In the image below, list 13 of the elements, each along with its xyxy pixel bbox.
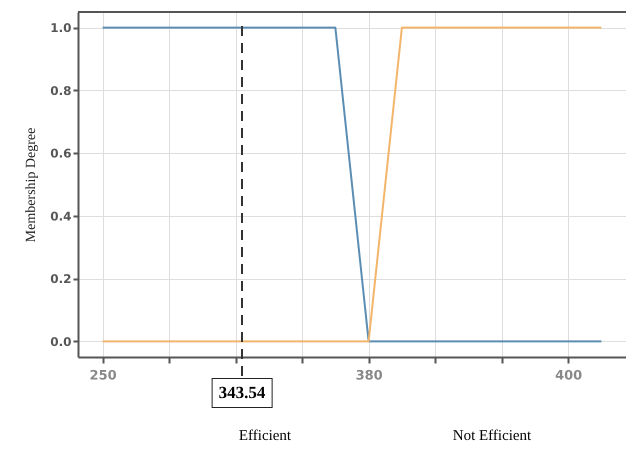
text: Efficient [238, 428, 292, 445]
y-tick-label: 0.6 [50, 146, 72, 161]
x-tick-label: 250 [90, 368, 117, 384]
x-tick-label: 400 [555, 368, 582, 384]
text: 343.54 [212, 378, 272, 408]
text: Not Efficient [452, 428, 532, 445]
y-axis-title: Membership Degree [24, 128, 40, 242]
y-tick-label: 0.0 [50, 334, 72, 349]
x-tick-label: 380 [356, 368, 383, 384]
y-tick-label: 0.8 [50, 84, 72, 98]
y-tick-label: 0.4 [50, 209, 72, 224]
y-tick-label: 1.0 [50, 21, 72, 36]
y-tick-label: 0.2 [50, 272, 72, 286]
